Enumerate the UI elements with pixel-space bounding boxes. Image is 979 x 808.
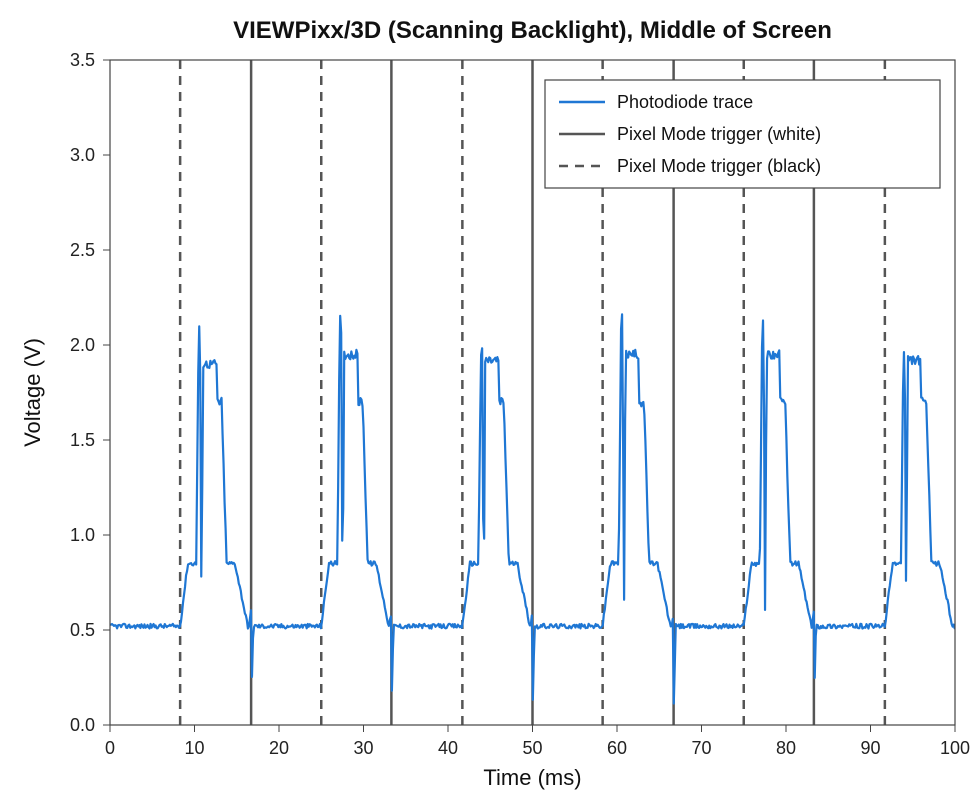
y-tick-label: 0.5 xyxy=(70,620,95,640)
chart-title: VIEWPixx/3D (Scanning Backlight), Middle… xyxy=(233,17,832,44)
y-tick-label: 2.5 xyxy=(70,240,95,260)
x-tick-label: 0 xyxy=(105,738,115,758)
x-tick-label: 10 xyxy=(184,738,204,758)
x-tick-label: 80 xyxy=(776,738,796,758)
legend-label: Pixel Mode trigger (white) xyxy=(617,124,821,144)
y-tick-label: 1.0 xyxy=(70,525,95,545)
legend-label: Pixel Mode trigger (black) xyxy=(617,156,821,176)
x-tick-label: 70 xyxy=(691,738,711,758)
y-tick-label: 1.5 xyxy=(70,430,95,450)
legend: Photodiode trace Pixel Mode trigger (whit… xyxy=(545,80,940,188)
x-tick-label: 50 xyxy=(522,738,542,758)
y-axis-label: Voltage (V) xyxy=(20,338,45,447)
x-tick-label: 30 xyxy=(353,738,373,758)
x-tick-label: 40 xyxy=(438,738,458,758)
legend-label: Photodiode trace xyxy=(617,92,753,112)
x-axis-label: Time (ms) xyxy=(483,765,581,790)
x-tick-label: 90 xyxy=(860,738,880,758)
y-tick-label: 0.0 xyxy=(70,715,95,735)
x-tick-label: 20 xyxy=(269,738,289,758)
voltage-time-chart: VIEWPixx/3D (Scanning Backlight), Middle… xyxy=(0,0,979,808)
chart-container: VIEWPixx/3D (Scanning Backlight), Middle… xyxy=(0,0,979,808)
x-tick-label: 100 xyxy=(940,738,970,758)
x-tick-label: 60 xyxy=(607,738,627,758)
y-tick-label: 2.0 xyxy=(70,335,95,355)
y-tick-label: 3.0 xyxy=(70,145,95,165)
y-tick-label: 3.5 xyxy=(70,50,95,70)
